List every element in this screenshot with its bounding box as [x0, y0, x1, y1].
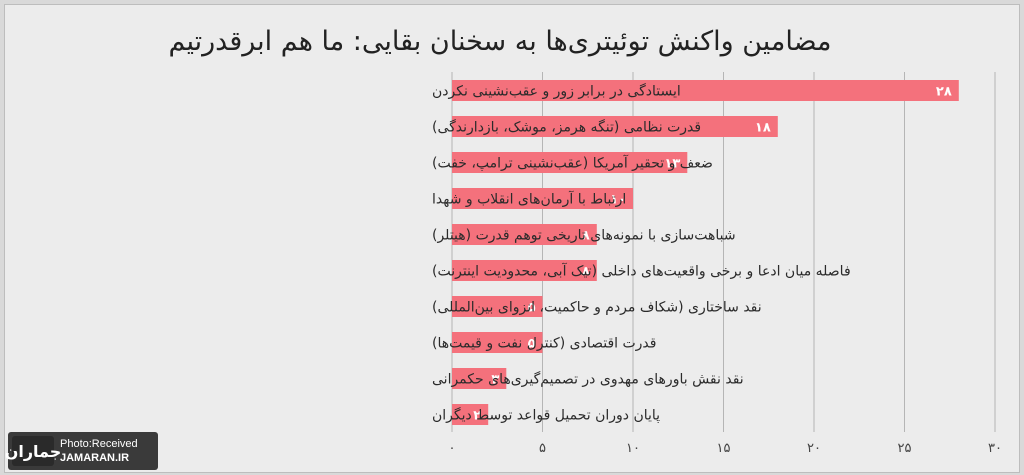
bar [452, 188, 633, 209]
data-label: ۲ [473, 409, 481, 424]
data-label: ۲۸ [936, 85, 952, 100]
category-label: ایستادگی در برابر زور و عقب‌نشینی نکردن [432, 83, 681, 100]
data-label: ۱۰ [610, 193, 626, 208]
category-label: قدرت اقتصادی (کنترل نفت و قیمت‌ها) [432, 336, 656, 352]
x-tick-label: ۱۵ [717, 441, 731, 456]
photo-credit: Photo:Received [60, 438, 138, 450]
chart-title: مضامین واکنش توئیتری‌ها به سخنان بقایی: … [169, 26, 832, 57]
data-label: ۳ [491, 373, 499, 388]
data-label: ۸ [582, 265, 590, 280]
category-label: پایان دوران تحمیل قواعد توسط دیگران [432, 407, 660, 424]
x-tick-label: ۵ [539, 441, 546, 456]
category-label: نقد نقش باورهای مهدوی در تصمیم‌گیری‌های … [432, 371, 744, 388]
x-tick-label: ۱۰ [626, 441, 640, 456]
bar [452, 332, 543, 353]
watermark: جماران Photo:Received JAMARAN.IR [5, 432, 158, 470]
data-label: ۵ [528, 301, 536, 316]
category-label: ارتباط با آرمان‌های انقلاب و شهدا [432, 191, 626, 208]
x-axis: ۰ ۵ ۱۰ ۱۵ ۲۰ ۲۵ ۳۰ [449, 441, 1002, 456]
data-label: ۱۳ [664, 157, 680, 172]
bar [452, 224, 597, 245]
category-label: نقد ساختاری (شکاف مردم و حاکمیت، انزوای … [432, 300, 762, 316]
data-label: ۱۸ [755, 121, 771, 136]
category-label: شباهت‌سازی با نمونه‌های تاریخی توهم قدرت… [432, 228, 736, 244]
bar [452, 296, 543, 317]
x-tick-label: ۲۵ [898, 441, 912, 456]
category-label: قدرت نظامی (تنگه هرمز، موشک، بازدارندگی) [432, 119, 701, 136]
bar [452, 80, 959, 101]
jamaran-logo: جماران [5, 436, 61, 466]
category-label: فاصله میان ادعا و برخی واقعیت‌های داخلی … [432, 263, 851, 280]
category-label: ضعف و تحقیر آمریکا (عقب‌نشینی ترامپ، خفت… [432, 155, 713, 172]
data-label: ۸ [582, 229, 590, 244]
bar [452, 368, 507, 389]
x-tick-label: ۰ [449, 441, 456, 456]
data-label: ۵ [528, 337, 536, 352]
site-name: JAMARAN.IR [60, 452, 130, 464]
bar [452, 404, 489, 425]
bar [452, 116, 778, 137]
bar [452, 260, 597, 281]
x-tick-label: ۳۰ [988, 441, 1002, 456]
bar [452, 152, 688, 173]
x-tick-label: ۲۰ [807, 441, 821, 456]
